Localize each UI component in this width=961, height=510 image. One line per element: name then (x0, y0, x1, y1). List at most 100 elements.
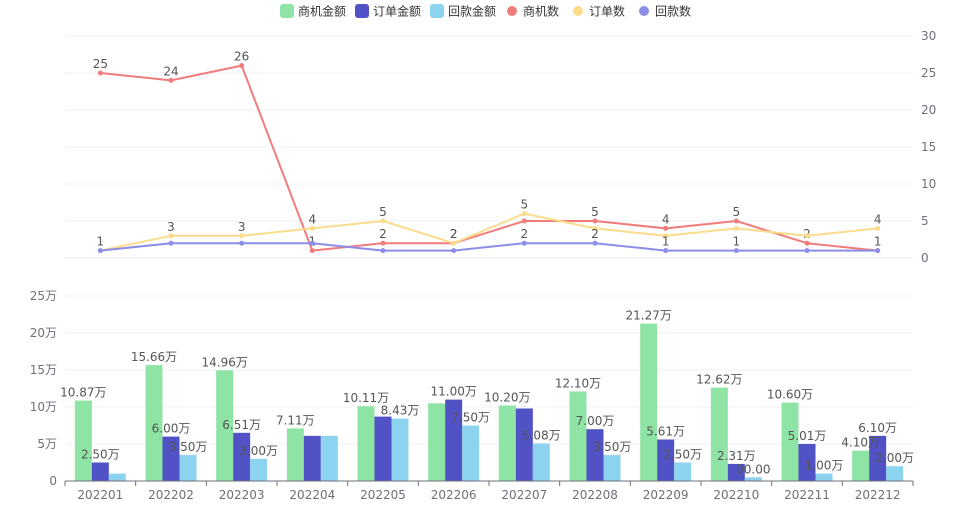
line-point-1 (733, 225, 739, 231)
bar-data-label-0: 10.11万 (343, 391, 389, 405)
line-data-label-0: 2 (379, 227, 387, 241)
bar-1 (445, 399, 463, 481)
line-point-1 (521, 211, 527, 217)
bar-data-label-1: 2.50万 (81, 448, 120, 462)
bar-data-label-2: 2.50万 (663, 448, 702, 462)
bar-data-label-0: 10.87万 (60, 386, 106, 400)
x-axis-tick-label: 202202 (148, 488, 194, 502)
bar-0 (640, 323, 658, 481)
bar-1 (233, 432, 251, 481)
line-point-2 (309, 240, 315, 246)
line-point-0 (804, 240, 810, 246)
line-data-label-0: 26 (234, 50, 249, 64)
bar-data-label-1: 6.00万 (152, 422, 191, 436)
bar-data-label-2: 3.50万 (593, 440, 632, 454)
bar-1 (162, 436, 180, 481)
line-data-label-0: 4 (662, 212, 670, 226)
bar-1 (586, 429, 604, 481)
line-axis-tick-label: 15 (921, 140, 936, 154)
line-point-0 (309, 248, 315, 254)
line-data-label-1: 3 (167, 220, 175, 234)
line-point-0 (97, 70, 103, 76)
bar-2 (532, 443, 550, 481)
bar-data-label-1: 5.01万 (788, 429, 827, 443)
bar-0 (286, 428, 304, 481)
line-point-2 (875, 248, 881, 254)
line-point-2 (804, 248, 810, 254)
x-axis-tick-label: 202211 (784, 488, 830, 502)
line-data-label-0: 1 (874, 235, 882, 249)
line-axis-tick-label: 25 (921, 66, 936, 80)
bar-data-label-1: 2.31万 (717, 449, 756, 463)
line-point-2 (451, 248, 457, 254)
line-point-0 (168, 77, 174, 83)
bar-data-label-2: 7.50万 (451, 411, 490, 425)
legend-label-5: 回款数 (655, 4, 691, 19)
legend-swatch-0 (280, 4, 294, 18)
line-point-1 (239, 233, 245, 239)
line-point-2 (239, 240, 245, 246)
line-point-1 (875, 225, 881, 231)
x-axis-tick-label: 202210 (713, 488, 759, 502)
line-point-0 (239, 63, 245, 69)
line-point-0 (663, 225, 669, 231)
bar-data-label-2: 5.08万 (522, 428, 561, 442)
bar-data-label-1: 6.10万 (858, 421, 897, 435)
line-0 (100, 64, 878, 252)
line-chart-right-axis: 0 5 10 15 20 25 30 (921, 29, 936, 265)
bar-0 (74, 400, 92, 481)
legend-swatch-1 (355, 4, 369, 18)
bar-data-label-0: 12.10万 (555, 376, 601, 390)
legend-label-1: 订单金额 (373, 4, 421, 19)
bar-data-label-1: 5.61万 (646, 424, 685, 438)
line-point-2 (663, 248, 669, 254)
line-point-0 (733, 218, 739, 224)
bar-2 (462, 425, 480, 481)
line-chart-series: 25242612254521334525412211 (93, 50, 882, 254)
bar-axis-tick-label: 5万 (37, 437, 57, 451)
line-chart-grid (65, 35, 913, 259)
legend-marker-4 (573, 6, 583, 16)
line-axis-tick-label: 30 (921, 29, 936, 43)
bar-2 (603, 455, 621, 481)
line-data-label-2: 2 (591, 227, 599, 241)
bar-data-label-2: 2.00万 (875, 451, 914, 465)
line-data-label-2: 1 (97, 235, 105, 249)
bar-1 (374, 416, 392, 481)
bar-1 (91, 462, 109, 481)
bar-data-label-2: 1.00万 (805, 459, 844, 473)
x-axis-tick-label: 202208 (572, 488, 618, 502)
bar-1 (515, 408, 533, 481)
bar-data-label-2: 00.00 (736, 462, 770, 476)
legend-label-0: 商机金额 (298, 4, 346, 19)
bar-data-label-1: 6.51万 (222, 418, 261, 432)
bar-0 (498, 405, 516, 481)
bar-data-label-1: 11.00万 (430, 385, 476, 399)
line-1 (100, 212, 878, 252)
line-point-2 (168, 240, 174, 246)
x-axis-tick-label: 202203 (219, 488, 265, 502)
bar-data-label-0: 15.66万 (131, 350, 177, 364)
bar-axis-tick-label: 10万 (30, 400, 57, 414)
line-point-2 (592, 240, 598, 246)
bar-chart-x-axis: 202201 202202 202203 202204 202205 202206 2022… (64, 480, 914, 502)
bar-data-label-2: 3.00万 (239, 444, 278, 458)
bar-1 (869, 435, 887, 481)
x-axis-tick-label: 202204 (289, 488, 335, 502)
legend-label-3: 商机数 (523, 4, 559, 19)
line-point-0 (521, 218, 527, 224)
legend-label-2: 回款金额 (448, 4, 496, 19)
line-data-label-1: 2 (450, 227, 458, 241)
line-data-label-1: 5 (379, 205, 387, 219)
line-data-label-1: 4 (309, 212, 317, 226)
bar-2 (250, 458, 268, 481)
line-axis-tick-label: 5 (921, 214, 929, 228)
bar-2 (815, 473, 833, 481)
x-axis-tick-label: 202201 (77, 488, 123, 502)
line-data-label-2: 1 (662, 235, 670, 249)
line-point-2 (733, 248, 739, 254)
bar-chart-series: 10.87万 15.66万 14.96万 7.11万 10.11万 10.20万 12.10… (60, 309, 914, 481)
legend-marker-5 (639, 6, 649, 16)
line-axis-tick-label: 20 (921, 103, 936, 117)
